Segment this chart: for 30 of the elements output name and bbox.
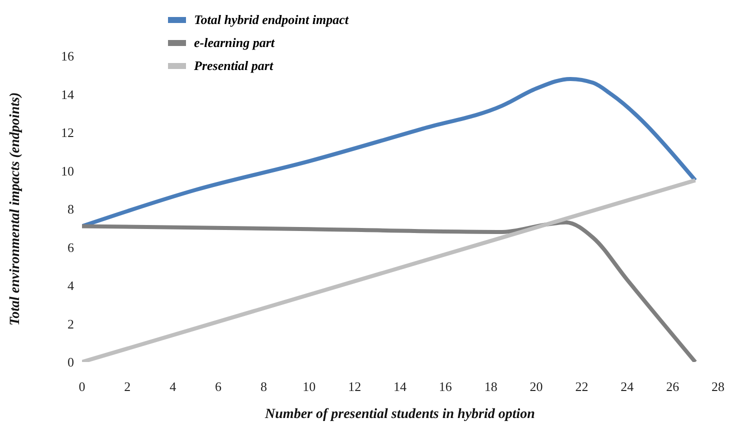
- x-tick-label: 20: [530, 379, 543, 394]
- x-tick-label: 12: [348, 379, 362, 394]
- legend-label: Total hybrid endpoint impact: [194, 12, 348, 28]
- y-tick-label: 14: [61, 86, 74, 102]
- legend-label: e-learning part: [194, 34, 275, 50]
- y-tick-label: 16: [61, 48, 74, 64]
- x-tick-label: 0: [78, 379, 86, 394]
- x-tick-label: 18: [484, 379, 498, 394]
- x-tick-label: 10: [302, 379, 316, 394]
- y-tick-label: 0: [68, 354, 74, 370]
- x-tick-label: 6: [215, 379, 222, 394]
- y-axis-title: Total environmental impacts (endpoints): [8, 92, 23, 326]
- y-tick-label: 8: [68, 202, 74, 217]
- y-tick-label: 10: [61, 163, 74, 178]
- x-tick-label: 2: [124, 379, 131, 394]
- y-tick-label: 4: [68, 278, 74, 294]
- y-tick-label: 6: [68, 240, 74, 255]
- y-tick-label: 12: [61, 125, 74, 140]
- x-axis-title: Number of presential students in hybrid option: [264, 407, 536, 422]
- x-tick-label: 8: [260, 379, 267, 394]
- line-series: [82, 220, 698, 362]
- x-tick-label: 28: [712, 379, 724, 394]
- x-tick-label: 4: [170, 379, 177, 394]
- x-tick-label: 26: [666, 379, 680, 394]
- x-tick-label: 24: [620, 379, 634, 394]
- legend-label: Presential part: [194, 58, 274, 74]
- x-tick-label: 22: [575, 379, 588, 394]
- x-tick-label: 16: [438, 379, 452, 394]
- y-tick-label: 2: [68, 316, 74, 332]
- x-tick-label: 14: [394, 379, 407, 394]
